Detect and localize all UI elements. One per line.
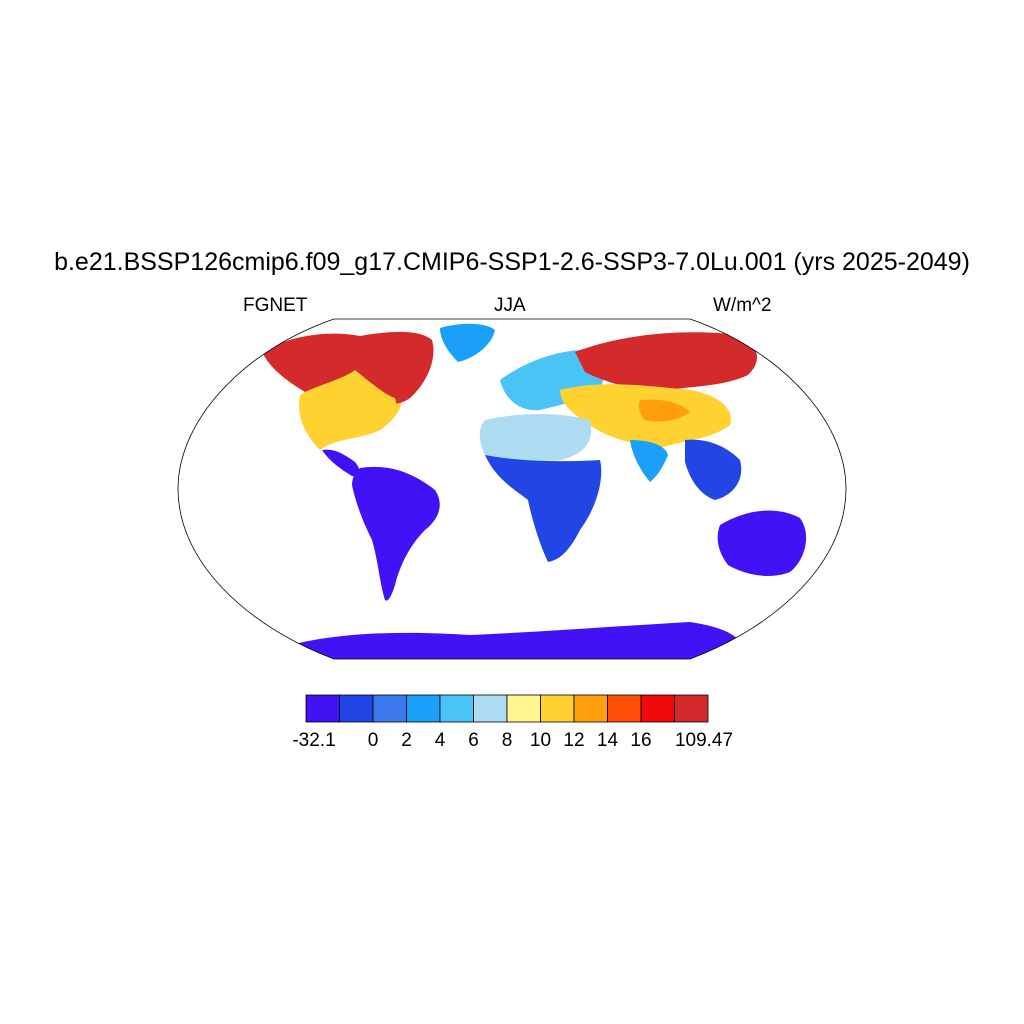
sahara: [479, 414, 592, 462]
colorbar-swatch: [339, 694, 374, 723]
map-outline: [177, 318, 847, 660]
colorbar-label: -32.1: [292, 730, 336, 751]
colorbar-swatch: [674, 694, 709, 723]
australia: [717, 510, 807, 576]
colorbar-label: 2: [401, 730, 412, 751]
colorbar-label: 16: [630, 730, 652, 751]
antarctica: [290, 622, 743, 659]
india: [630, 440, 668, 482]
greenland: [440, 323, 495, 362]
colorbar-label: 6: [468, 730, 479, 751]
colorbar-label: 0: [367, 730, 379, 751]
colorbar-swatch: [305, 694, 340, 723]
colorbar-label: 8: [501, 730, 513, 751]
colorbar-label: 14: [596, 730, 619, 751]
colorbar-swatch: [406, 694, 441, 723]
north-america-mid: [305, 370, 396, 429]
colorbar-swatch: [640, 694, 675, 723]
colorbar-label: 10: [529, 730, 552, 751]
colorbar-swatch: [372, 694, 407, 723]
colorbar-label: 12: [563, 730, 585, 751]
colorbar-swatch: [540, 694, 575, 723]
colorbar-swatch: [506, 694, 541, 723]
units-label: W/m^2: [713, 295, 772, 316]
asia-south: [638, 399, 690, 422]
plot-title: b.e21.BSSP126cmip6.f09_g17.CMIP6-SSP1-2.…: [54, 248, 970, 276]
colorbar-swatch: [573, 694, 608, 723]
colorbar-swatch: [439, 694, 474, 723]
colorbar-swatch: [473, 694, 508, 723]
eurasia-north: [575, 332, 758, 392]
southeast-asia: [685, 439, 742, 500]
south-america: [352, 466, 440, 601]
colorbar: [305, 694, 709, 723]
map-land: [262, 323, 807, 659]
colorbar-label: 4: [434, 730, 446, 751]
center-string: JJA: [494, 295, 526, 316]
colorbar-label: 109.47: [674, 730, 734, 751]
colorbar-swatch: [607, 694, 642, 723]
central-america: [322, 449, 360, 477]
left-string: FGNET: [243, 295, 308, 316]
africa-south: [485, 455, 602, 562]
north-america-north: [262, 331, 434, 404]
